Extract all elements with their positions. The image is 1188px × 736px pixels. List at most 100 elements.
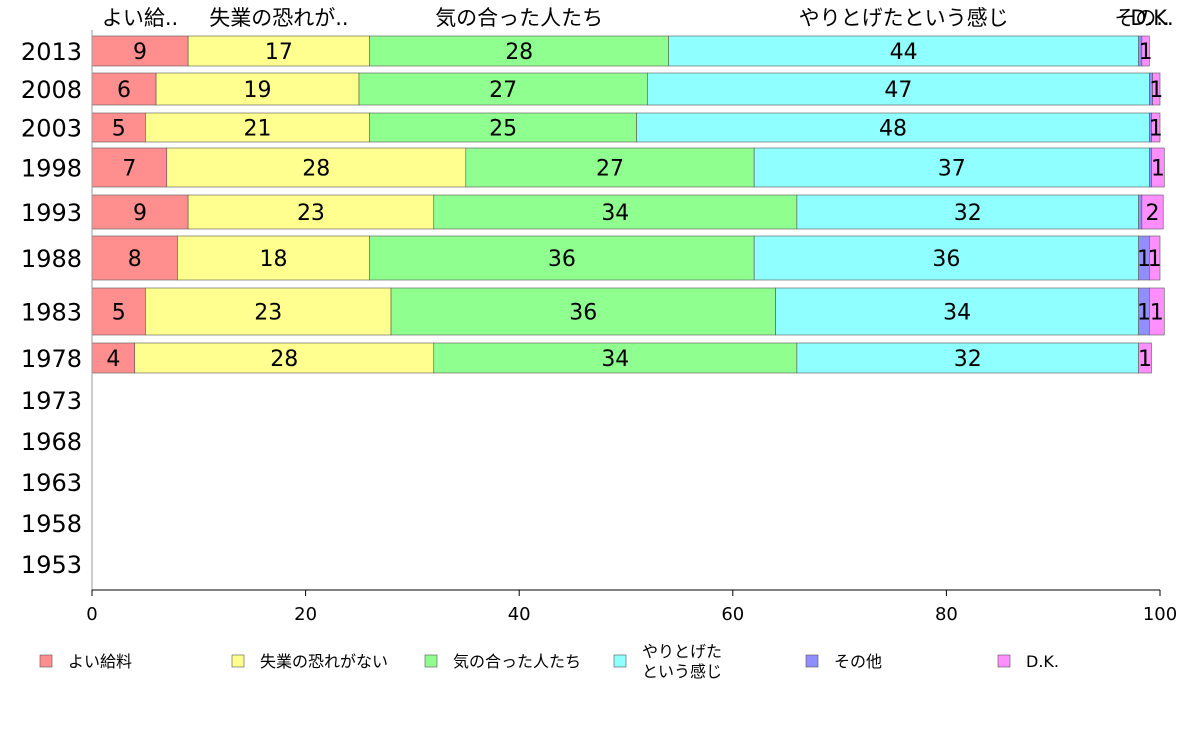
data-label-1988-series-3: 36 xyxy=(932,247,960,272)
y-tick-label-1968: 1968 xyxy=(21,428,82,456)
data-label-1983-series-5: 1 xyxy=(1150,301,1164,326)
data-label-2013-series-1: 17 xyxy=(265,40,293,65)
legend-label-1: 失業の恐れがない xyxy=(260,652,388,671)
bar-1978-series-2 xyxy=(433,342,798,374)
data-label-1983-series-4: 1 xyxy=(1137,301,1151,326)
bar-2003-series-1 xyxy=(145,112,370,143)
data-label-1978-series-3: 32 xyxy=(954,347,982,372)
data-label-1993-series-0: 9 xyxy=(133,201,147,226)
data-label-2008-series-5: 1 xyxy=(1149,78,1163,103)
legend-swatch-5 xyxy=(997,654,1011,668)
y-tick-label-1993: 1993 xyxy=(21,199,82,227)
bar-2008-series-1 xyxy=(155,72,360,106)
data-label-1983-series-0: 5 xyxy=(112,301,126,326)
y-tick-label-1958: 1958 xyxy=(21,510,82,538)
data-label-2003-series-5: 1 xyxy=(1149,117,1163,142)
bar-2013-series-5 xyxy=(1141,35,1150,67)
y-tick-label-1963: 1963 xyxy=(21,469,82,497)
legend-swatch-3 xyxy=(613,654,627,668)
bar-2013-series-3 xyxy=(668,35,1139,67)
data-label-1978-series-5: 1 xyxy=(1138,347,1152,372)
data-label-1998-series-1: 28 xyxy=(302,157,330,182)
legend-swatch-2 xyxy=(424,654,438,668)
x-tick-label-60: 60 xyxy=(721,604,744,625)
x-tick-label-100: 100 xyxy=(1143,604,1177,625)
data-label-1998-series-0: 7 xyxy=(122,157,136,182)
data-label-1988-series-4: 1 xyxy=(1137,247,1151,272)
bar-1983-series-0 xyxy=(91,287,146,336)
bar-1993-series-3 xyxy=(796,194,1139,230)
data-label-1988-series-0: 8 xyxy=(128,247,142,272)
bar-2013-series-1 xyxy=(187,35,370,67)
y-tick-label-1973: 1973 xyxy=(21,387,82,415)
series-header-4: その.. xyxy=(1114,6,1169,30)
y-tick-label-1998: 1998 xyxy=(21,155,82,183)
data-label-2013-series-5: 1 xyxy=(1139,40,1153,65)
bar-2013-series-0 xyxy=(91,35,189,67)
y-tick-label-2013: 2013 xyxy=(21,38,82,66)
bar-2003-series-0 xyxy=(91,112,146,143)
y-tick-label-2008: 2008 xyxy=(21,76,82,104)
year-labels: 2013 2008 2003 1998 1993 1988 1983 1978 1973 1968… xyxy=(21,38,82,579)
data-label-1998-series-3: 37 xyxy=(938,157,966,182)
data-label-1998-series-5: 1 xyxy=(1151,157,1165,182)
data-label-2013-series-2: 28 xyxy=(505,40,533,65)
data-label-1978-series-1: 28 xyxy=(270,347,298,372)
legend-label-4: その他 xyxy=(834,652,882,671)
legend-label-2: 気の合った人たち xyxy=(453,652,581,671)
x-tick-label-20: 20 xyxy=(294,604,317,625)
series-header-labels: よい給.. 失業の恐れが.. 気の合った人たち やりとげたという感じ その..D.K. xyxy=(102,6,1174,30)
bar-1983-series-5 xyxy=(1149,287,1165,336)
x-tick-label-40: 40 xyxy=(508,604,531,625)
data-label-2008-series-1: 19 xyxy=(244,78,272,103)
data-label-1988-series-2: 36 xyxy=(548,247,576,272)
bar-1993-series-4 xyxy=(1138,194,1143,230)
data-label-1983-series-1: 23 xyxy=(254,301,282,326)
data-label-1993-series-5: 2 xyxy=(1146,201,1160,226)
y-tick-label-1988: 1988 xyxy=(21,245,82,273)
bar-1993-series-0 xyxy=(91,194,189,230)
data-label-1998-series-2: 27 xyxy=(596,157,624,182)
data-label-2003-series-3: 48 xyxy=(879,117,907,142)
data-label-2008-series-3: 47 xyxy=(884,78,912,103)
data-label-1978-series-2: 34 xyxy=(601,347,629,372)
x-axis: 0 20 40 60 80 100 xyxy=(86,30,1177,625)
data-label-1983-series-2: 36 xyxy=(569,301,597,326)
bar-1983-series-3 xyxy=(775,287,1139,336)
y-tick-label-1978: 1978 xyxy=(21,345,82,373)
data-label-2003-series-1: 21 xyxy=(244,117,272,142)
bar-1978-series-1 xyxy=(134,342,435,374)
data-label-1988-series-5: 1 xyxy=(1148,247,1162,272)
bar-2003-series-2 xyxy=(369,112,637,143)
y-tick-label-2003: 2003 xyxy=(21,115,82,143)
data-label-1993-series-3: 32 xyxy=(954,201,982,226)
series-header-5: D.K. xyxy=(1130,6,1173,30)
legend-swatch-1 xyxy=(231,654,245,668)
bar-2008-series-5 xyxy=(1152,72,1161,106)
bar-1988-series-1 xyxy=(177,235,370,281)
bar-1983-series-1 xyxy=(145,287,392,336)
bar-2008-series-2 xyxy=(358,72,648,106)
data-label-2008-series-0: 6 xyxy=(117,78,131,103)
bar-2008-series-3 xyxy=(647,72,1150,106)
data-label-2013-series-0: 9 xyxy=(133,40,147,65)
legend-label-0: よい給料 xyxy=(68,652,132,671)
data-label-2013-series-3: 44 xyxy=(890,40,918,65)
data-label-1993-series-1: 23 xyxy=(297,201,325,226)
bar-2013-series-2 xyxy=(369,35,670,67)
data-label-2003-series-0: 5 xyxy=(112,117,126,142)
bar-1978-series-5 xyxy=(1138,342,1152,374)
bar-2008-series-0 xyxy=(91,72,157,106)
bar-1978-series-3 xyxy=(796,342,1139,374)
bar-1993-series-2 xyxy=(433,194,798,230)
bar-1988-series-3 xyxy=(753,235,1139,281)
legend-swatch-4 xyxy=(805,654,819,668)
y-tick-label-1953: 1953 xyxy=(21,551,82,579)
bar-1993-series-5 xyxy=(1141,194,1164,230)
bar-1998-series-3 xyxy=(753,147,1150,188)
data-label-1983-series-3: 34 xyxy=(943,301,971,326)
x-tick-label-80: 80 xyxy=(935,604,958,625)
series-header-1: 失業の恐れが.. xyxy=(209,6,348,30)
bar-1988-series-5 xyxy=(1149,235,1161,281)
